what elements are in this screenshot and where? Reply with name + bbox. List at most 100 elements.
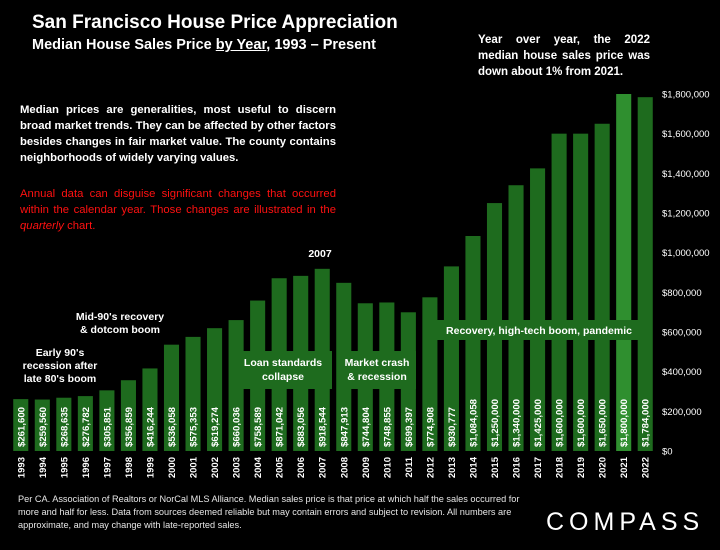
- x-tick-label: 1996: [81, 457, 92, 478]
- bar: [13, 399, 29, 451]
- top-note: Year over year, the 2022 median house sa…: [478, 34, 650, 78]
- y-tick-label: $1,600,000: [662, 129, 710, 140]
- annotation-text: Market crash: [345, 357, 410, 369]
- y-tick-label: $1,000,000: [662, 248, 710, 259]
- y-tick-label: $800,000: [662, 288, 702, 299]
- data-label: $847,913: [339, 407, 350, 447]
- y-tick-label: $200,000: [662, 407, 702, 418]
- bar: [56, 397, 72, 451]
- data-label: $660,036: [232, 407, 243, 447]
- x-tick-label: 2004: [253, 456, 264, 478]
- annotation-box: [433, 320, 645, 340]
- x-tick-label: 2019: [576, 457, 587, 478]
- x-tick-label: 2013: [447, 457, 458, 478]
- bar: [142, 368, 158, 451]
- data-label: $1,084,058: [468, 398, 479, 447]
- annotation-text: & dotcom boom: [80, 324, 160, 336]
- x-tick-label: 2014: [468, 456, 479, 478]
- x-tick-label: 2008: [339, 457, 350, 478]
- data-label: $758,589: [253, 407, 264, 447]
- annotation-box: [338, 351, 416, 389]
- x-tick-label: 2021: [619, 456, 630, 478]
- data-label: $1,340,000: [512, 399, 523, 447]
- annotation-text: Recovery, high-tech boom, pandemic: [446, 325, 632, 337]
- x-tick-label: 1995: [59, 456, 70, 478]
- x-tick-label: 2020: [598, 457, 609, 478]
- x-tick-label: 2007: [318, 457, 329, 478]
- bar: [573, 133, 589, 451]
- data-label: $699,397: [404, 407, 415, 447]
- data-label: $1,600,000: [576, 399, 587, 447]
- bar: [163, 344, 180, 451]
- subtitle-suffix: , 1993 – Present: [266, 37, 376, 53]
- bar: [34, 399, 50, 451]
- x-tick-label: 2012: [425, 457, 436, 478]
- x-tick-label: 2011: [404, 456, 415, 477]
- data-label: $356,859: [124, 407, 135, 447]
- data-label: $1,425,000: [533, 399, 544, 447]
- compass-logo: COMPASS: [546, 508, 705, 536]
- bar: [551, 133, 567, 451]
- data-label: $305,851: [102, 406, 113, 447]
- x-tick-label: 2006: [296, 457, 307, 478]
- data-label: $261,600: [16, 407, 27, 447]
- x-tick-label: 2022: [641, 457, 652, 478]
- x-tick-label: 1993: [16, 457, 27, 478]
- data-label: $575,353: [189, 407, 200, 447]
- subtitle-underlined: by Year: [215, 37, 267, 53]
- annotation-text: Loan standards: [244, 357, 322, 369]
- bar: [207, 328, 223, 451]
- red-note-end: chart.: [63, 220, 96, 232]
- x-tick-label: 2001: [189, 456, 200, 478]
- annotation-text: 2007: [308, 248, 332, 260]
- bar: [185, 336, 201, 451]
- annotation-text: collapse: [262, 371, 304, 383]
- data-label: $871,042: [275, 407, 286, 447]
- subtitle-prefix: Median House Sales Price: [32, 37, 216, 53]
- annotation-text: & recession: [347, 371, 407, 383]
- data-label: $748,855: [382, 406, 393, 447]
- data-label: $918,544: [318, 406, 329, 447]
- red-note-emphasis: quarterly: [20, 220, 64, 232]
- data-label: $268,635: [59, 406, 70, 447]
- data-label: $259,560: [38, 407, 49, 447]
- x-tick-label: 1999: [145, 457, 156, 478]
- footnote: Per CA. Association of Realtors or NorCa…: [18, 494, 520, 530]
- annotation-box: [234, 351, 332, 389]
- bar: [465, 235, 481, 451]
- x-tick-label: 2016: [512, 457, 523, 478]
- x-tick-label: 2002: [210, 457, 221, 478]
- red-note: Annual data can disguise significant cha…: [20, 186, 336, 234]
- x-tick-label: 2018: [555, 457, 566, 478]
- data-label: $883,056: [296, 407, 307, 447]
- annotation-text: Mid-90's recovery: [76, 311, 164, 323]
- red-note-text: Annual data can disguise significant cha…: [20, 188, 336, 216]
- bar: [530, 168, 546, 451]
- x-tick-label: 2000: [167, 457, 178, 478]
- x-tick-label: 2015: [490, 456, 501, 478]
- bar: [443, 266, 459, 451]
- x-tick-label: 2005: [275, 456, 286, 478]
- x-tick-label: 2010: [382, 457, 393, 478]
- x-tick-label: 2003: [232, 457, 243, 478]
- y-tick-label: $1,400,000: [662, 169, 710, 180]
- bar: [637, 97, 653, 451]
- annotation-text: Early 90's: [36, 347, 85, 359]
- y-tick-label: $400,000: [662, 367, 702, 378]
- x-tick-label: 1994: [38, 456, 49, 478]
- chart-subtitle: Median House Sales Price by Year, 1993 –…: [32, 37, 376, 53]
- bar: [77, 396, 93, 451]
- bar: [508, 185, 524, 451]
- annotation-text: late 80's boom: [24, 373, 97, 385]
- data-label: $774,908: [425, 406, 436, 447]
- data-label: $276,782: [81, 407, 92, 447]
- x-tick-label: 2017: [533, 457, 544, 478]
- bar: [99, 390, 115, 451]
- y-tick-label: $1,800,000: [662, 90, 710, 101]
- description-text: Median prices are generalities, most use…: [20, 102, 336, 166]
- data-label: $619,274: [210, 406, 221, 447]
- data-label: $536,058: [167, 406, 178, 447]
- x-tick-label: 2009: [361, 457, 372, 478]
- bar: [120, 380, 136, 451]
